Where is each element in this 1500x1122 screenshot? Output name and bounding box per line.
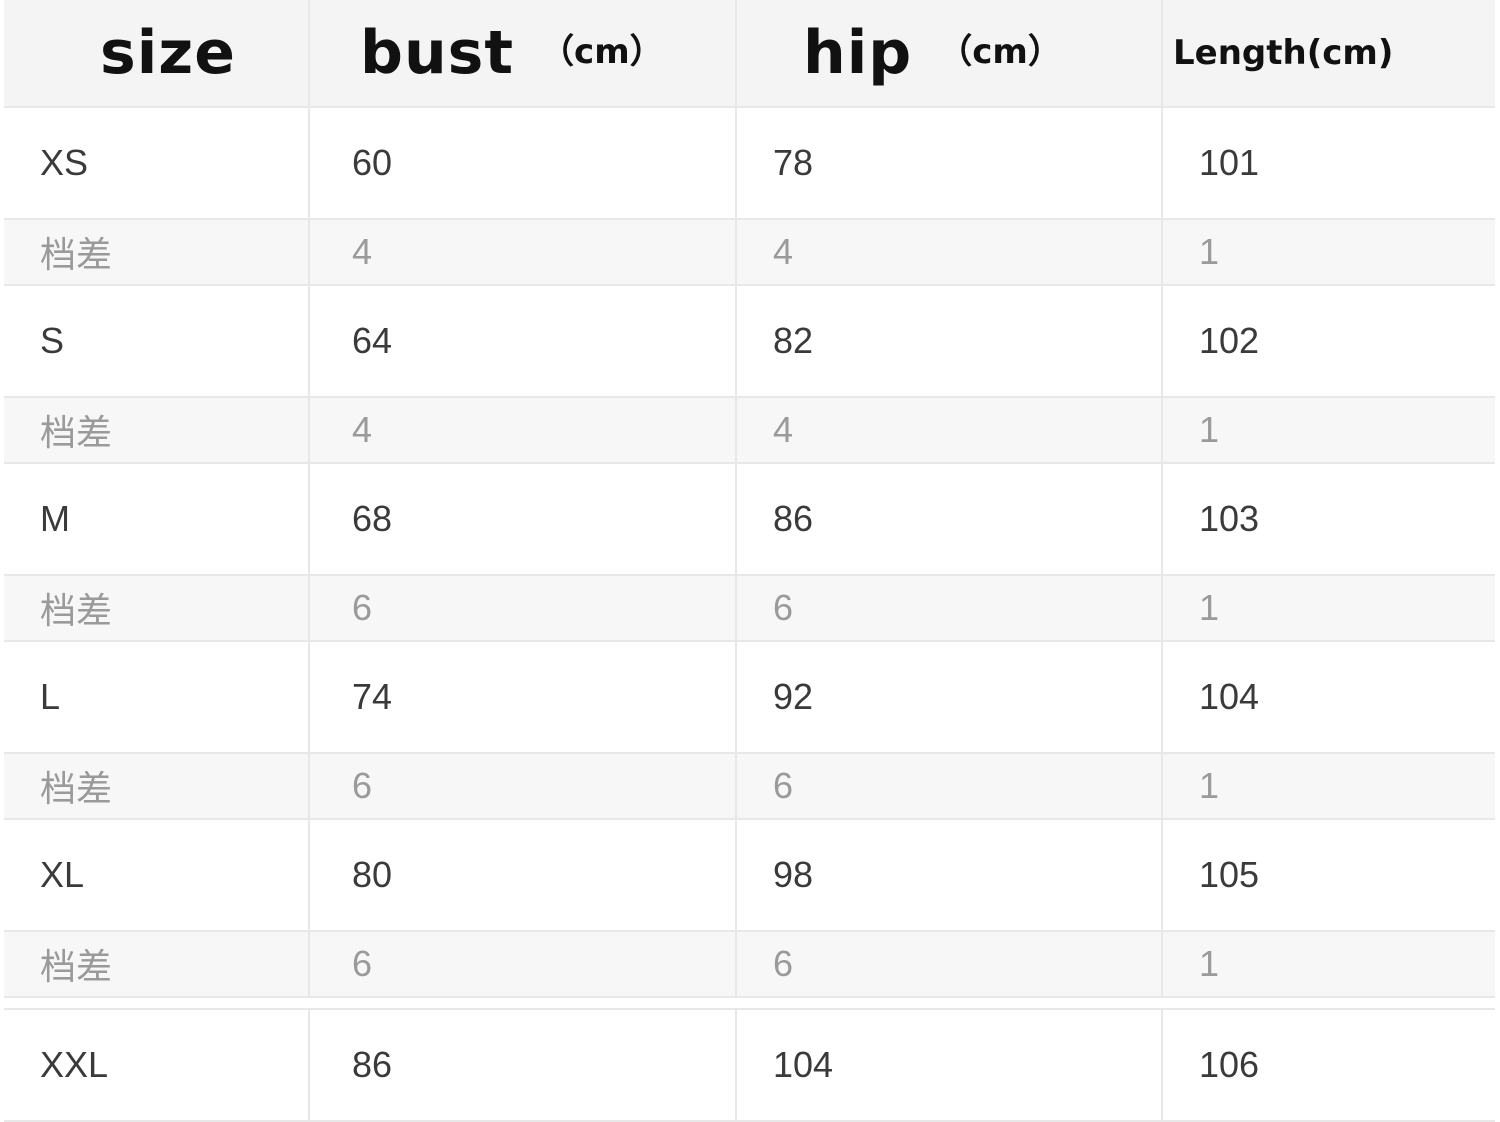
size-diff-cell: 档差 [4, 220, 310, 284]
size-cell: M [4, 464, 310, 574]
hip-diff-cell: 6 [737, 576, 1163, 640]
size-cell: S [4, 286, 310, 396]
grade-difference-row: 档差 6 6 1 [4, 932, 1495, 998]
length-cell: 105 [1199, 854, 1260, 895]
size-chart-table: size bust （cm） hip （cm） Length (cm) XS 60 78 1… [4, 0, 1495, 1122]
hip-diff-cell: 6 [737, 932, 1163, 996]
hip-cell: 78 [737, 108, 1163, 218]
hip-diff-cell: 6 [737, 754, 1163, 818]
size-cell: XXL [4, 1010, 310, 1120]
bust-cell: 86 [310, 1010, 737, 1120]
table-row: S 64 82 102 [4, 286, 1495, 398]
header-row: size bust （cm） hip （cm） Length (cm) [4, 0, 1495, 108]
header-hip-unit: （cm） [938, 31, 1062, 72]
table-row: L 74 92 104 [4, 642, 1495, 754]
hip-diff-cell: 4 [737, 220, 1163, 284]
hip-cell: 86 [737, 464, 1163, 574]
size-cell: XL [4, 820, 310, 930]
size-diff-cell: 档差 [4, 932, 310, 996]
bust-diff-cell: 4 [310, 220, 737, 284]
bust-diff-cell: 4 [310, 398, 737, 462]
bust-cell: 80 [310, 820, 737, 930]
length-diff-cell: 1 [1199, 765, 1220, 806]
bust-cell: 60 [310, 108, 737, 218]
header-length-label: Length [1173, 33, 1307, 73]
length-diff-cell: 1 [1199, 587, 1220, 628]
table-row: XL 80 98 105 [4, 820, 1495, 932]
header-hip-label: hip [803, 18, 913, 88]
bust-diff-cell: 6 [310, 576, 737, 640]
header-length: Length (cm) [1163, 0, 1495, 106]
grade-difference-row: 档差 4 4 1 [4, 398, 1495, 464]
size-diff-cell: 档差 [4, 398, 310, 462]
length-cell: 102 [1199, 320, 1260, 361]
grade-difference-row: 档差 6 6 1 [4, 576, 1495, 642]
bust-cell: 64 [310, 286, 737, 396]
bust-cell: 74 [310, 642, 737, 752]
length-cell: 101 [1199, 142, 1260, 183]
header-size: size [4, 0, 310, 106]
header-bust-unit: （cm） [540, 31, 664, 72]
hip-cell: 92 [737, 642, 1163, 752]
hip-cell: 104 [737, 1010, 1163, 1120]
length-diff-cell: 1 [1199, 409, 1220, 450]
hip-cell: 98 [737, 820, 1163, 930]
length-cell: 104 [1199, 676, 1260, 717]
grade-difference-row: 档差 4 4 1 [4, 220, 1495, 286]
bust-cell: 68 [310, 464, 737, 574]
header-bust-label: bust [360, 18, 515, 88]
header-size-label: size [100, 18, 236, 88]
size-cell: L [4, 642, 310, 752]
length-diff-cell: 1 [1199, 231, 1220, 272]
header-hip: hip （cm） [737, 0, 1163, 106]
size-diff-cell: 档差 [4, 754, 310, 818]
bust-diff-cell: 6 [310, 754, 737, 818]
table-row: XS 60 78 101 [4, 108, 1495, 220]
length-diff-cell: 1 [1199, 943, 1220, 984]
bust-diff-cell: 6 [310, 932, 737, 996]
hip-diff-cell: 4 [737, 398, 1163, 462]
size-cell: XS [4, 108, 310, 218]
row-gap [4, 998, 1495, 1010]
header-bust: bust （cm） [310, 0, 737, 106]
table-row: M 68 86 103 [4, 464, 1495, 576]
table-row: XXL 86 104 106 [4, 1010, 1495, 1122]
length-cell: 103 [1199, 498, 1260, 539]
length-cell: 106 [1199, 1044, 1260, 1085]
grade-difference-row: 档差 6 6 1 [4, 754, 1495, 820]
size-diff-cell: 档差 [4, 576, 310, 640]
hip-cell: 82 [737, 286, 1163, 396]
header-length-unit: (cm) [1306, 33, 1394, 73]
